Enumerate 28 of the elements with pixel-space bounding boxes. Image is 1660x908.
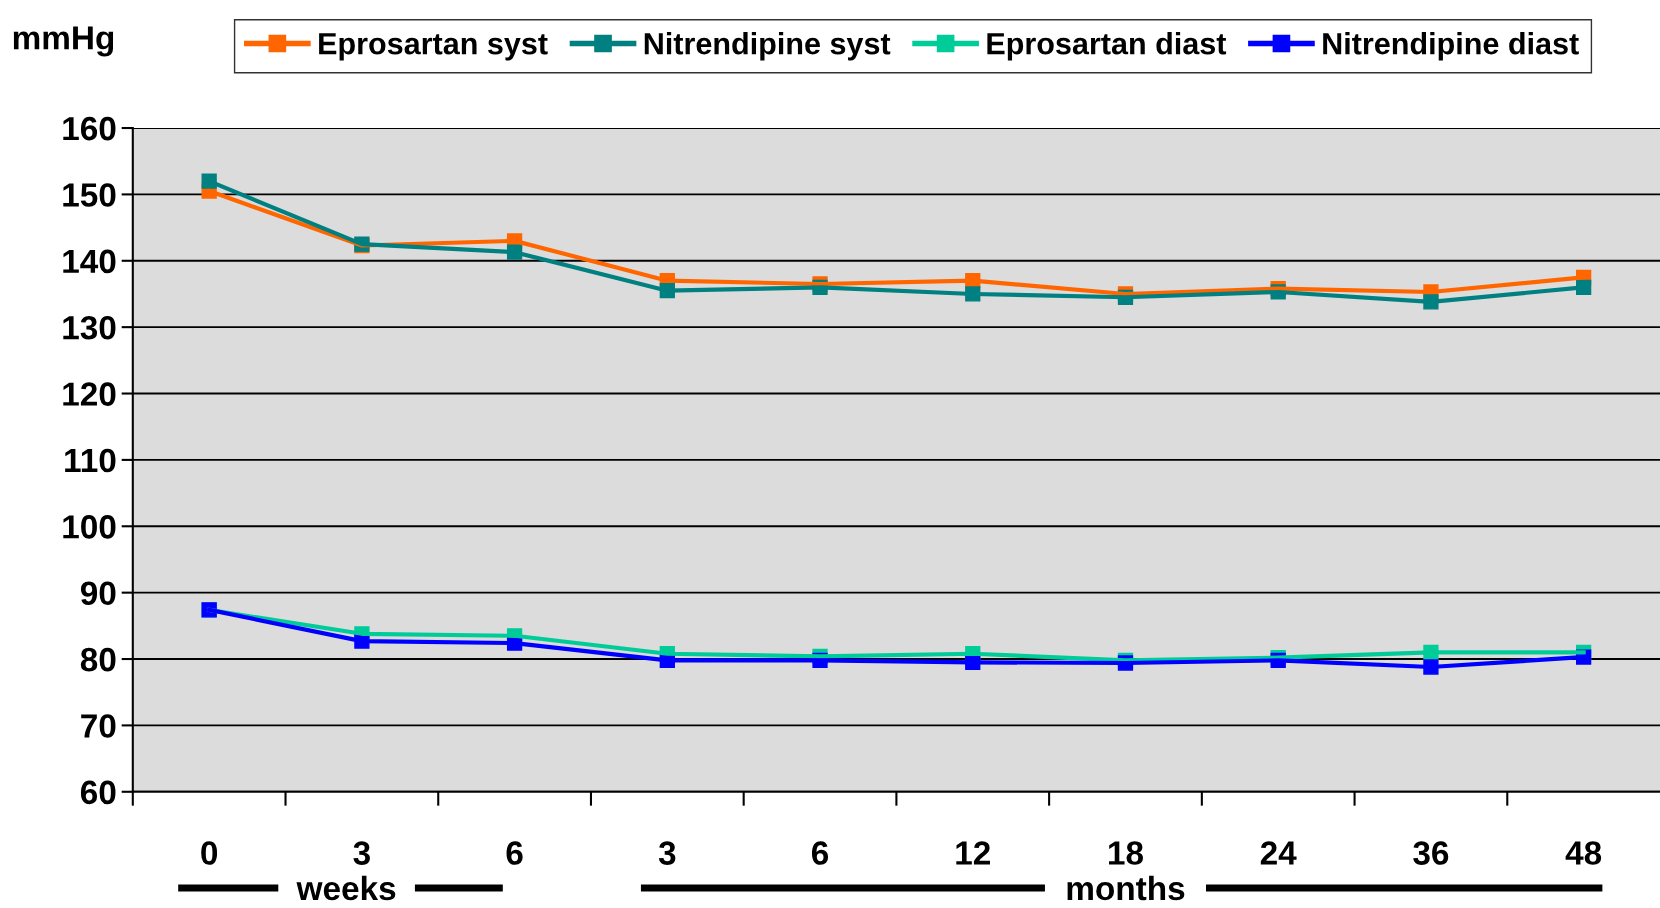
x-tick-label: 3: [353, 841, 370, 865]
y-tick-label: 60: [80, 780, 116, 805]
y-tick-label: 100: [63, 515, 116, 539]
y-tick-label: 80: [80, 647, 116, 672]
y-tick-label: 160: [63, 116, 116, 141]
y-tick-label: 150: [63, 183, 116, 207]
y-tick-label: 70: [81, 714, 116, 738]
x-tick-label: 48: [1565, 841, 1602, 865]
x-tick-label: 36: [1413, 841, 1449, 865]
y-tick-label: 90: [80, 581, 116, 606]
legend-label: Nitrendipine syst: [644, 32, 891, 61]
y-tick-label: 120: [63, 382, 116, 406]
y-tick-label: 110: [65, 448, 116, 473]
y-tick-label: 140: [63, 249, 116, 274]
x-tick-label: 12: [956, 841, 990, 865]
x-tick-label: 24: [1260, 841, 1297, 865]
x-tick-label: 6: [506, 841, 523, 865]
x-tick-label: 0: [201, 841, 218, 865]
legend-label: Nitrendipine diast: [1323, 32, 1579, 61]
x-tick-label: 6: [811, 841, 829, 865]
y-axis-title: mmHg: [13, 26, 114, 57]
text: weeks: [296, 875, 396, 901]
x-tick-label: 3: [658, 841, 676, 865]
x-tick-label: 18: [1109, 841, 1143, 865]
legend-label: Eprosartan syst: [319, 33, 548, 61]
y-tick-label: 130: [63, 315, 116, 340]
text: months: [1067, 875, 1185, 901]
legend-label: Eprosartan diast: [987, 32, 1227, 61]
